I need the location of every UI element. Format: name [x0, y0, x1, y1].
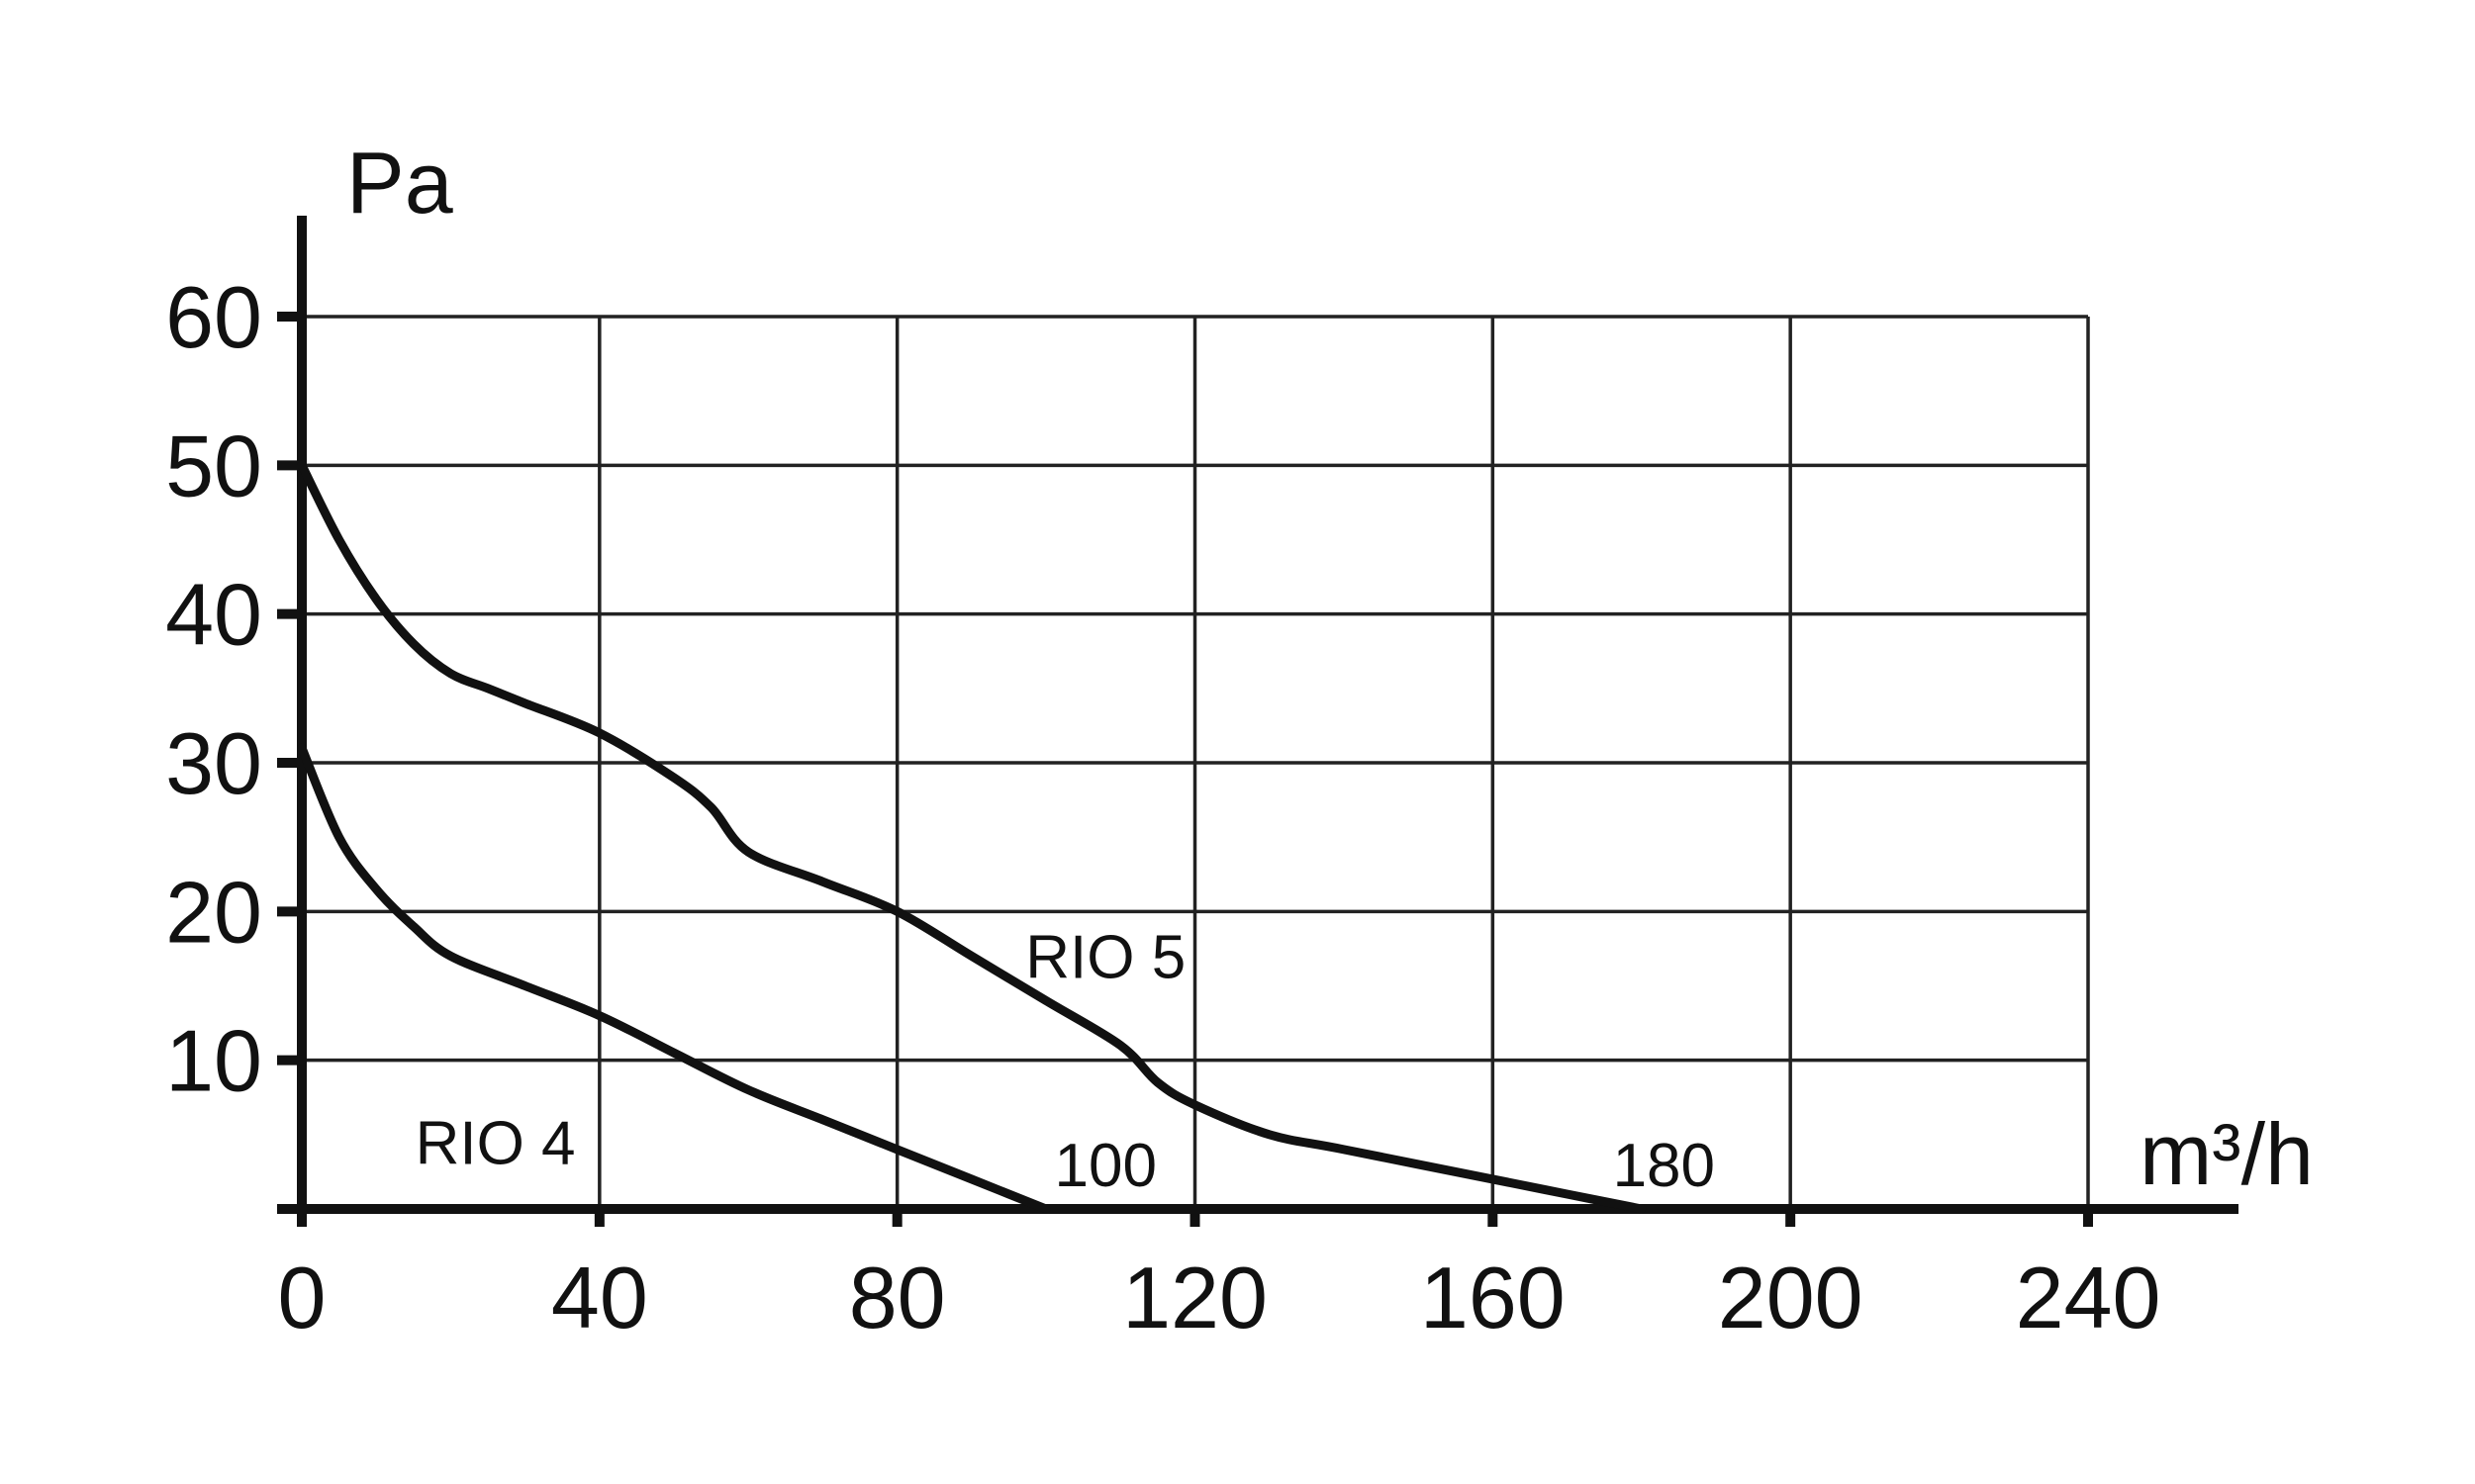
y-tick-label: 30 — [165, 714, 262, 812]
annotation-label: 100 — [1055, 1132, 1157, 1200]
annotation-label: RIO 5 — [1025, 923, 1186, 991]
y-axis-label: Pa — [346, 134, 453, 232]
x-tick-label: 40 — [551, 1249, 648, 1346]
series — [297, 460, 1647, 1214]
annotation-label: RIO 4 — [416, 1109, 576, 1177]
series-line-rio-4 — [297, 743, 1051, 1214]
series-line-rio-5 — [297, 460, 1647, 1214]
y-tick-label: 40 — [165, 566, 262, 664]
grid — [302, 315, 2090, 1209]
axes — [277, 216, 2238, 1227]
x-axis-label: m³/h — [2140, 1105, 2314, 1203]
x-tick-label: 120 — [1122, 1249, 1268, 1346]
x-tick-label: 80 — [849, 1249, 946, 1346]
y-tick-label: 50 — [165, 417, 262, 514]
tick-labels: 10 20 30 40 50 60 0 40 80 120 160 200 240 — [165, 268, 2160, 1346]
y-tick-label: 60 — [165, 268, 262, 366]
y-tick-label: 20 — [165, 863, 262, 961]
x-tick-label: 0 — [278, 1249, 327, 1346]
annotation-label: 180 — [1613, 1132, 1715, 1200]
x-tick-label: 160 — [1420, 1249, 1566, 1346]
annotations: RIO 4 RIO 5 100 180 — [416, 923, 1715, 1199]
x-tick-label: 240 — [2016, 1249, 2161, 1346]
x-tick-label: 200 — [1718, 1249, 1863, 1346]
y-tick-label: 10 — [165, 1012, 262, 1110]
